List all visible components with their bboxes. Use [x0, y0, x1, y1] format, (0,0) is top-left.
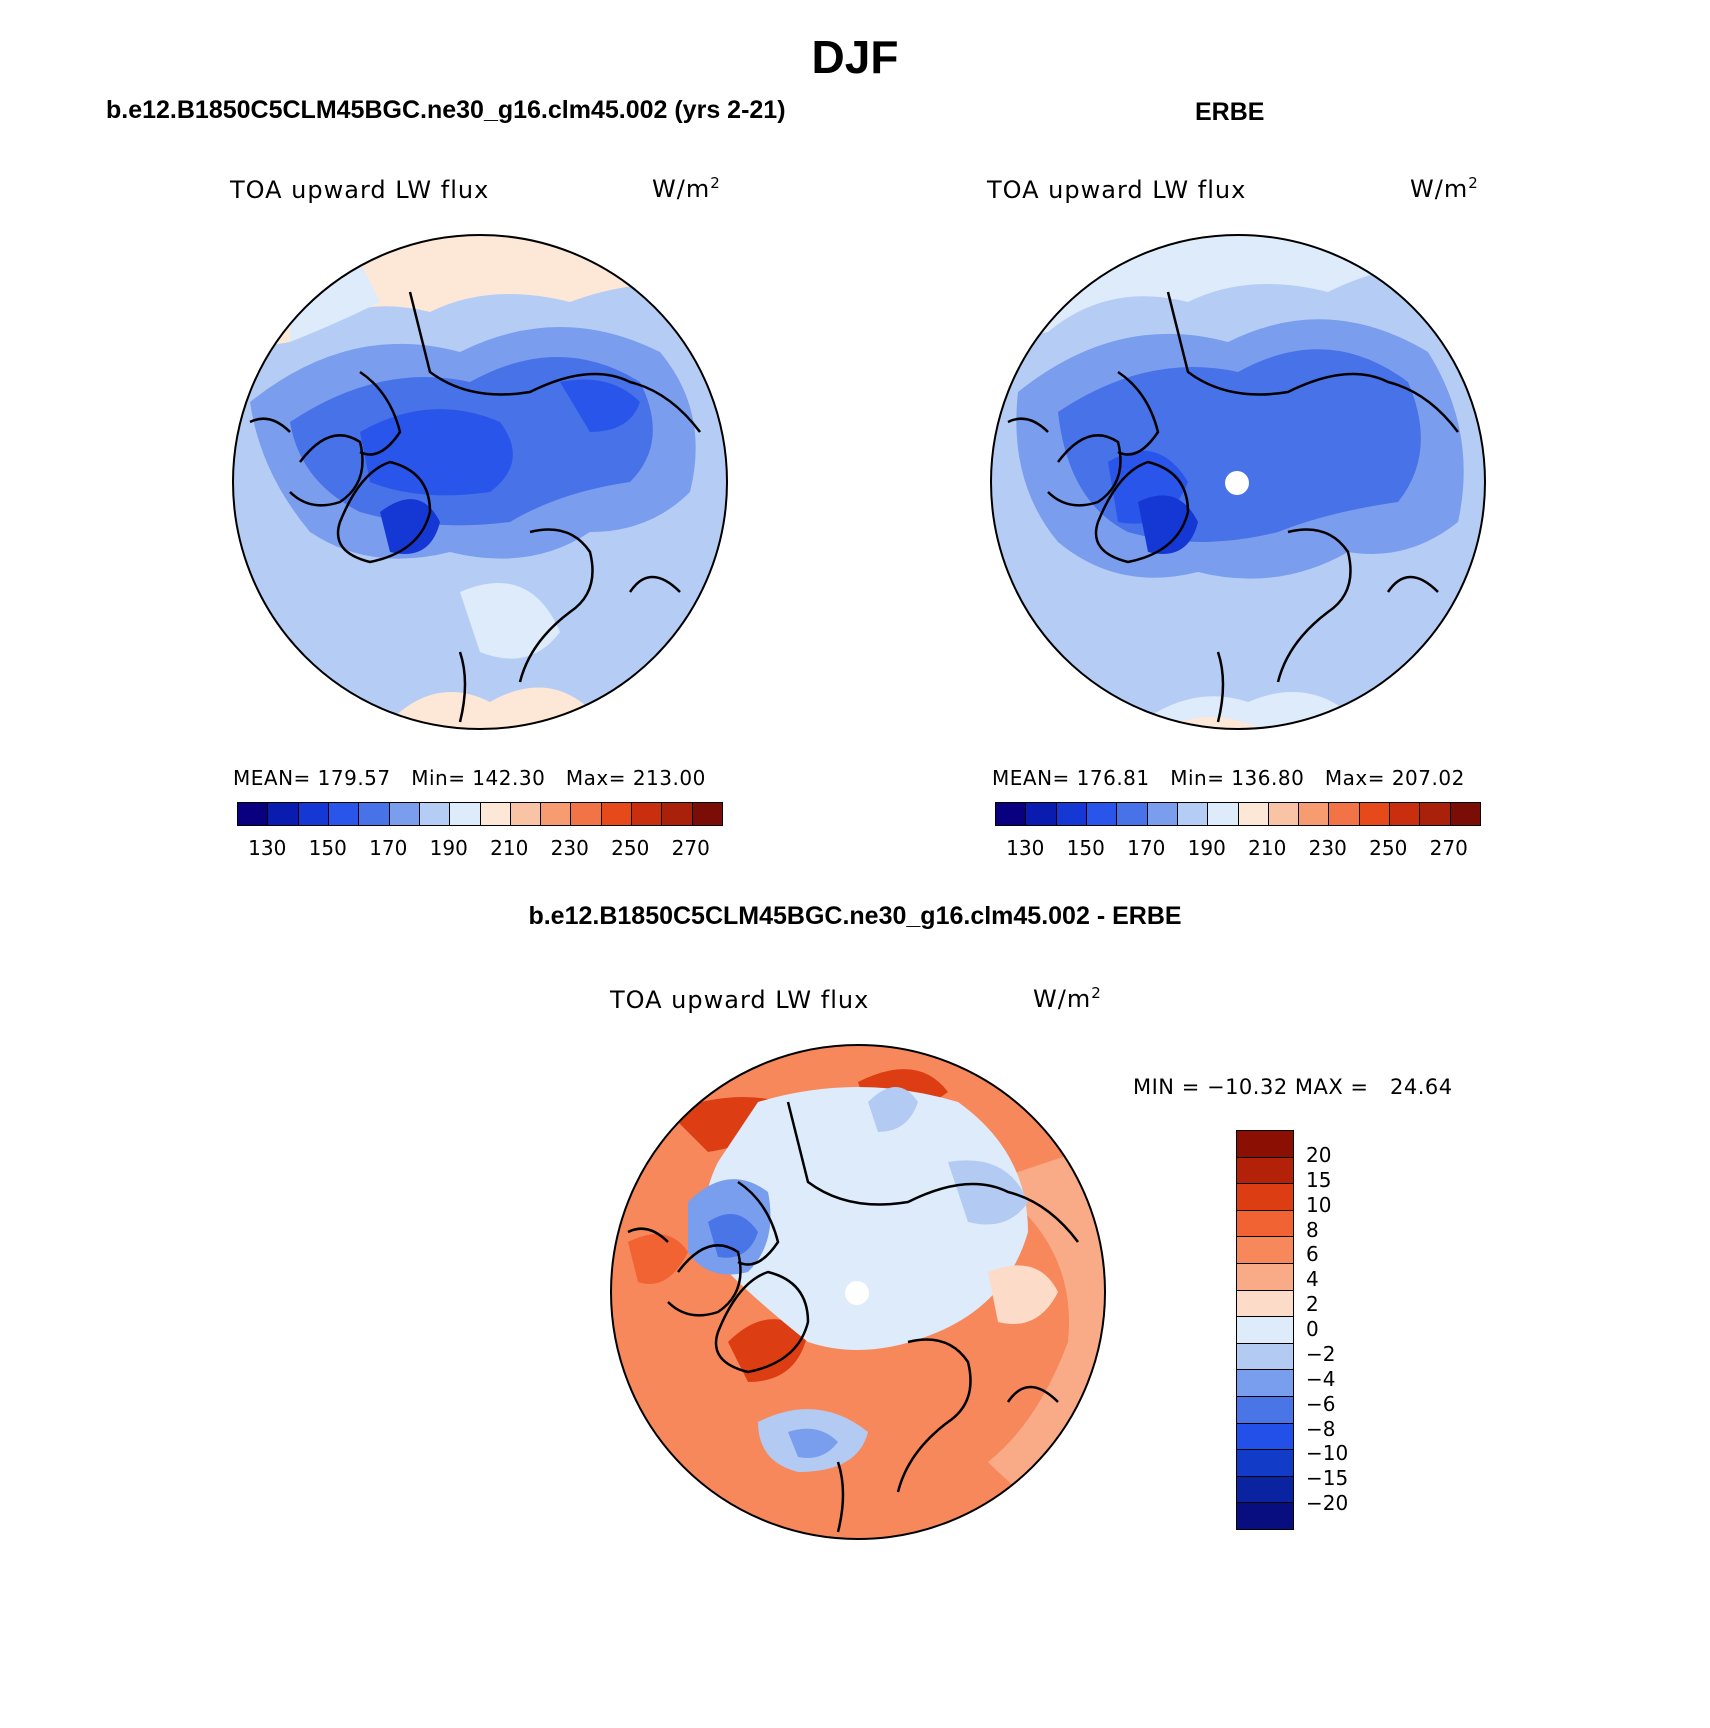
colorbar-swatch — [1237, 1290, 1293, 1318]
colorbar-swatch — [359, 803, 390, 825]
colorbar-tick-label: 10 — [1306, 1192, 1332, 1217]
colorbar-tick-label: 250 — [611, 836, 650, 860]
colorbar-swatch — [480, 803, 511, 825]
colorbar-tick-label: 170 — [1127, 836, 1166, 860]
right-polar-map — [990, 234, 1486, 730]
colorbar-swatch — [1056, 803, 1087, 825]
colorbar-swatch — [1237, 1423, 1293, 1451]
colorbar-tick-label: 130 — [1006, 836, 1045, 860]
colorbar-tick-label: 8 — [1306, 1217, 1319, 1242]
colorbar-swatch — [996, 803, 1027, 825]
colorbar-tick-label: 4 — [1306, 1267, 1319, 1292]
colorbar-tick-label: 170 — [369, 836, 408, 860]
right-panel-case-title: ERBE — [1195, 98, 1265, 126]
colorbar-swatch — [1086, 803, 1118, 825]
right-units-label: W/m2 — [1410, 174, 1479, 203]
colorbar-tick-label: 230 — [1308, 836, 1347, 860]
colorbar-tick-label: 190 — [1187, 836, 1226, 860]
colorbar-swatch — [1329, 803, 1360, 825]
colorbar-tick-label: 210 — [490, 836, 529, 860]
colorbar-swatch — [571, 803, 602, 825]
colorbar-swatch — [662, 803, 693, 825]
colorbar-swatch — [1237, 1343, 1293, 1371]
colorbar-swatch — [1299, 803, 1330, 825]
colorbar-swatch — [1237, 1370, 1293, 1397]
colorbar-tick-label: 150 — [308, 836, 347, 860]
diff-variable-label: TOA upward LW flux — [610, 986, 870, 1014]
main-title: DJF — [811, 31, 899, 83]
colorbar-swatch — [1147, 803, 1178, 825]
colorbar-swatch — [1450, 803, 1480, 825]
diff-colorbar — [1236, 1130, 1294, 1530]
colorbar-swatch — [268, 803, 299, 825]
colorbar-swatch — [1237, 1317, 1293, 1344]
colorbar-tick-label: 2 — [1306, 1292, 1319, 1317]
colorbar-tick-label: −4 — [1306, 1366, 1336, 1391]
colorbar-tick-label: 6 — [1306, 1242, 1319, 1267]
colorbar-swatch — [1237, 1503, 1293, 1529]
colorbar-tick-label: 250 — [1369, 836, 1408, 860]
colorbar-tick-label: −2 — [1306, 1341, 1336, 1366]
colorbar-swatch — [1237, 1476, 1293, 1504]
colorbar-swatch — [632, 803, 663, 825]
colorbar-tick-label: 15 — [1306, 1167, 1332, 1192]
colorbar-swatch — [328, 803, 360, 825]
colorbar-swatch — [1237, 1131, 1293, 1158]
colorbar-swatch — [1237, 1210, 1293, 1238]
colorbar-tick-label: −8 — [1306, 1416, 1336, 1441]
colorbar-tick-label: −6 — [1306, 1391, 1336, 1416]
colorbar-swatch — [1390, 803, 1421, 825]
colorbar-tick-label: 270 — [671, 836, 710, 860]
colorbar-swatch — [419, 803, 451, 825]
colorbar-swatch — [1359, 803, 1391, 825]
colorbar-tick-label: 230 — [550, 836, 589, 860]
colorbar-swatch — [1177, 803, 1209, 825]
colorbar-swatch — [1237, 1157, 1293, 1185]
left-variable-label: TOA upward LW flux — [230, 176, 490, 204]
left-stats: MEAN= 179.57 Min= 142.30 Max= 213.00 — [233, 766, 706, 790]
right-stats: MEAN= 176.81 Min= 136.80 Max= 207.02 — [992, 766, 1465, 790]
diff-units-label: W/m2 — [1033, 984, 1102, 1013]
colorbar-swatch — [1237, 1450, 1293, 1477]
colorbar-swatch — [1237, 1237, 1293, 1264]
colorbar-swatch — [450, 803, 481, 825]
colorbar-swatch — [510, 803, 542, 825]
colorbar-tick-label: 0 — [1306, 1317, 1319, 1341]
diff-polar-map — [610, 1044, 1106, 1540]
colorbar-swatch — [238, 803, 269, 825]
colorbar-swatch — [1026, 803, 1057, 825]
colorbar-tick-label: 20 — [1306, 1142, 1332, 1167]
colorbar-swatch — [1237, 1184, 1293, 1211]
colorbar-tick-label: −10 — [1306, 1441, 1349, 1466]
colorbar-swatch — [389, 803, 420, 825]
colorbar-swatch — [1117, 803, 1148, 825]
colorbar-swatch — [1208, 803, 1239, 825]
colorbar-swatch — [692, 803, 722, 825]
left-panel-case-title: b.e12.B1850C5CLM45BGC.ne30_g16.clm45.002… — [106, 96, 786, 124]
colorbar-swatch — [601, 803, 633, 825]
left-colorbar — [237, 802, 723, 826]
colorbar-tick-label: 190 — [429, 836, 468, 860]
left-units-label: W/m2 — [652, 174, 721, 203]
colorbar-swatch — [1268, 803, 1300, 825]
diff-stats: MIN = −10.32 MAX = 24.64 — [1133, 1075, 1453, 1099]
colorbar-swatch — [1238, 803, 1269, 825]
colorbar-tick-label: 130 — [248, 836, 287, 860]
colorbar-swatch — [1237, 1396, 1293, 1424]
colorbar-tick-label: −20 — [1306, 1491, 1349, 1516]
colorbar-swatch — [1237, 1263, 1293, 1291]
colorbar-swatch — [541, 803, 572, 825]
left-polar-map — [232, 234, 728, 730]
right-variable-label: TOA upward LW flux — [987, 176, 1247, 204]
diff-panel-case-title: b.e12.B1850C5CLM45BGC.ne30_g16.clm45.002… — [528, 902, 1182, 930]
colorbar-swatch — [1420, 803, 1451, 825]
colorbar-tick-label: 270 — [1429, 836, 1468, 860]
right-colorbar — [995, 802, 1481, 826]
colorbar-tick-label: 210 — [1248, 836, 1287, 860]
colorbar-tick-label: 150 — [1066, 836, 1105, 860]
colorbar-tick-label: −15 — [1306, 1466, 1349, 1491]
colorbar-swatch — [298, 803, 329, 825]
